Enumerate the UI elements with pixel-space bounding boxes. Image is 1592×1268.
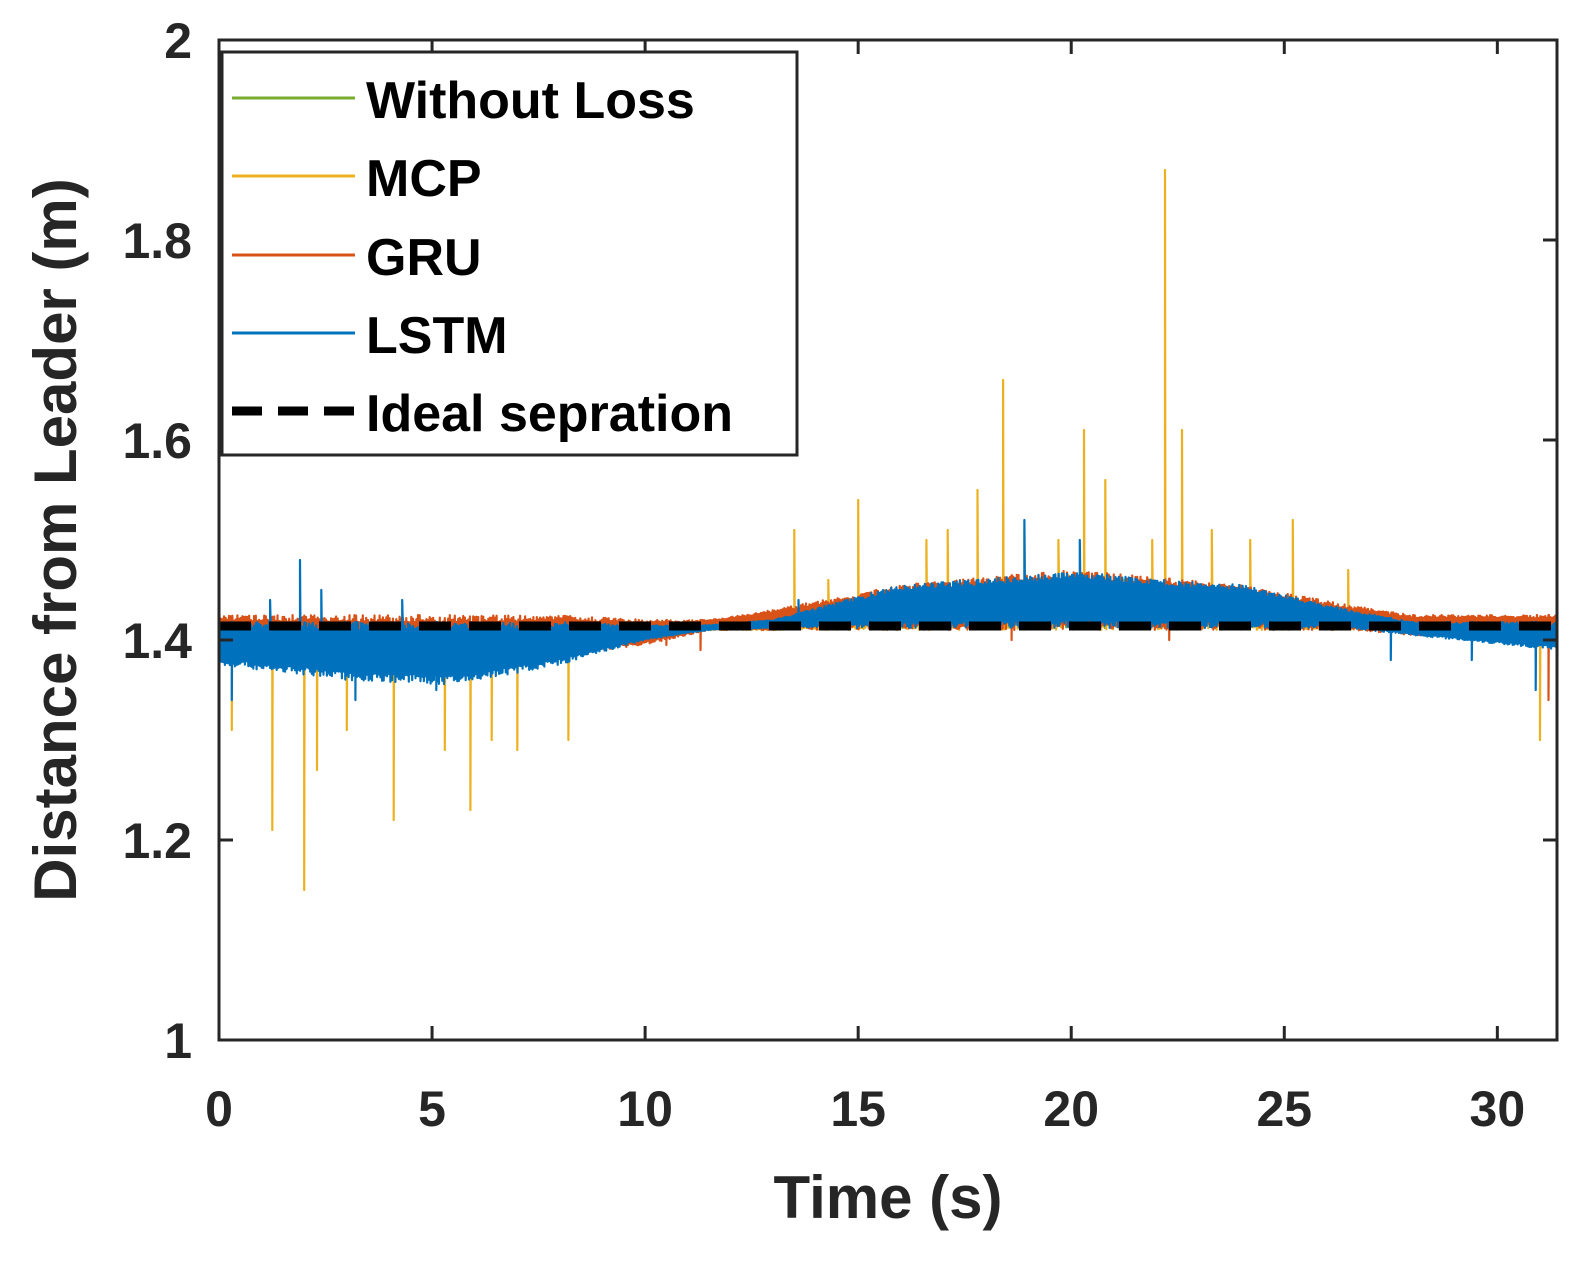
legend: Without Loss MCP GRU LSTM Ideal sepratio…: [220, 50, 799, 457]
x-tick-label: 0: [205, 1081, 233, 1137]
x-tick-label: 15: [830, 1081, 886, 1137]
x-tick-label: 10: [617, 1081, 673, 1137]
legend-label-lstm: LSTM: [366, 307, 508, 365]
plot-frame: [217, 38, 1559, 1042]
tick-layer: 0 5 10 15 20 25 30 1 1.2 1.4 1.6 1.8 2: [122, 13, 1557, 1137]
x-tick-label: 5: [418, 1081, 446, 1137]
legend-label-mcp: MCP: [366, 150, 482, 208]
x-tick-label: 20: [1043, 1081, 1099, 1137]
y-tick-label: 2: [164, 13, 192, 69]
x-axis-title: Time (s): [774, 1164, 1003, 1231]
y-axis-title: Distance from Leader (m): [22, 178, 89, 902]
x-tick-label: 25: [1256, 1081, 1312, 1137]
legend-label-without-loss: Without Loss: [366, 72, 695, 130]
legend-label-gru: GRU: [366, 229, 482, 287]
x-tick-label: 30: [1470, 1081, 1526, 1137]
y-tick-label: 1.6: [122, 413, 192, 469]
series-line-lstm: [217, 518, 1559, 702]
y-tick-label: 1.8: [122, 213, 192, 269]
y-tick-label: 1.4: [122, 613, 192, 669]
y-tick-label: 1.2: [122, 813, 192, 869]
legend-label-ideal-separation: Ideal sepration: [366, 385, 733, 443]
y-tick-label: 1: [164, 1013, 192, 1069]
